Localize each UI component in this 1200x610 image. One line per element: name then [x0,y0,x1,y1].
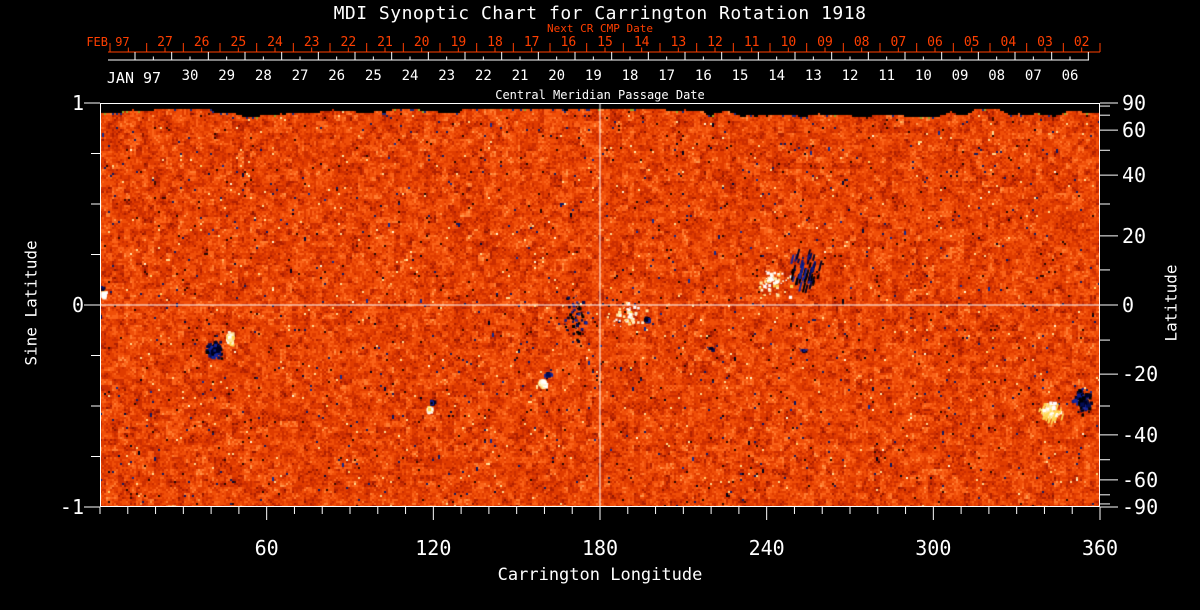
next-cr-month-label: FEB 97 [86,35,129,49]
y-axis-left-title: Sine Latitude [21,240,41,366]
cmp-day-label: 18 [622,68,639,84]
next-cr-day-label: 15 [597,35,613,50]
next-cr-day-label: 23 [304,35,320,50]
chart-title: MDI Synoptic Chart for Carrington Rotati… [333,3,867,24]
next-cr-day-label: 04 [1001,35,1017,50]
cmp-axis-title: Central Meridian Passage Date [495,88,705,102]
cmp-day-label: 19 [585,68,602,84]
cmp-day-label: 11 [878,68,895,84]
next-cr-day-label: 24 [267,35,283,50]
cmp-day-label: 28 [255,68,272,84]
next-cr-day-label: 06 [927,35,943,50]
cmp-day-label: 09 [952,68,969,84]
cmp-day-label: 29 [218,68,235,84]
cmp-day-label: 15 [732,68,749,84]
x-tick-label: 300 [915,536,951,560]
next-cr-day-label: 21 [377,35,393,50]
cmp-day-label: 14 [768,68,785,84]
cmp-day-label: 06 [1062,68,1079,84]
next-cr-day-label: 08 [854,35,870,50]
y-left-tick-label: -1 [60,495,84,519]
next-cr-day-label: 25 [231,35,247,50]
next-cr-day-label: 12 [707,35,723,50]
x-axis-title: Carrington Longitude [497,565,703,585]
x-tick-label: 360 [1082,536,1118,560]
next-cr-day-label: 03 [1037,35,1053,50]
next-cr-day-label: 19 [451,35,467,50]
cmp-day-label: 12 [842,68,859,84]
next-cr-day-label: 20 [414,35,430,50]
next-cr-day-label: 14 [634,35,650,50]
next-cr-day-label: 16 [561,35,577,50]
next-cr-day-label: 07 [891,35,907,50]
next-cr-day-label: 22 [341,35,357,50]
cmp-month-label: JAN 97 [107,69,161,87]
y-right-tick-label: -20 [1122,362,1158,386]
x-tick-label: 120 [415,536,451,560]
next-cr-day-label: 10 [781,35,797,50]
next-cr-day-label: 18 [487,35,503,50]
cmp-day-label: 25 [365,68,382,84]
cmp-day-label: 21 [512,68,529,84]
y-right-tick-label: 60 [1122,118,1146,142]
y-right-tick-label: 40 [1122,163,1146,187]
next-cr-day-label: 13 [671,35,687,50]
cmp-day-label: 08 [988,68,1005,84]
y-right-tick-label: 0 [1122,293,1134,317]
cmp-day-label: 30 [182,68,199,84]
cmp-day-label: 22 [475,68,492,84]
next-cr-axis-title: Next CR CMP Date [547,22,653,35]
cmp-day-label: 13 [805,68,822,84]
x-tick-label: 180 [582,536,618,560]
next-cr-day-label: 27 [157,35,173,50]
x-tick-label: 240 [749,536,785,560]
cmp-day-label: 20 [548,68,565,84]
cmp-day-label: 26 [328,68,345,84]
cmp-day-label: 17 [658,68,675,84]
cmp-day-label: 27 [292,68,309,84]
next-cr-day-label: 17 [524,35,540,50]
cmp-day-label: 16 [695,68,712,84]
magnetogram-canvas [100,103,1100,507]
cmp-day-label: 24 [402,68,419,84]
cmp-day-label: 10 [915,68,932,84]
next-cr-day-label: 26 [194,35,210,50]
y-right-tick-label: 20 [1122,224,1146,248]
y-axis-right-title: Latitude [1161,264,1181,342]
next-cr-day-label: 11 [744,35,760,50]
next-cr-day-label: 09 [817,35,833,50]
next-cr-day-label: 02 [1074,35,1090,50]
cmp-day-label: 07 [1025,68,1042,84]
y-right-tick-label: -40 [1122,423,1158,447]
y-right-tick-label: -90 [1122,495,1158,519]
y-left-tick-label: 0 [72,293,84,317]
cmp-day-label: 23 [438,68,455,84]
y-right-tick-label: -60 [1122,468,1158,492]
x-tick-label: 60 [255,536,279,560]
next-cr-day-label: 05 [964,35,980,50]
